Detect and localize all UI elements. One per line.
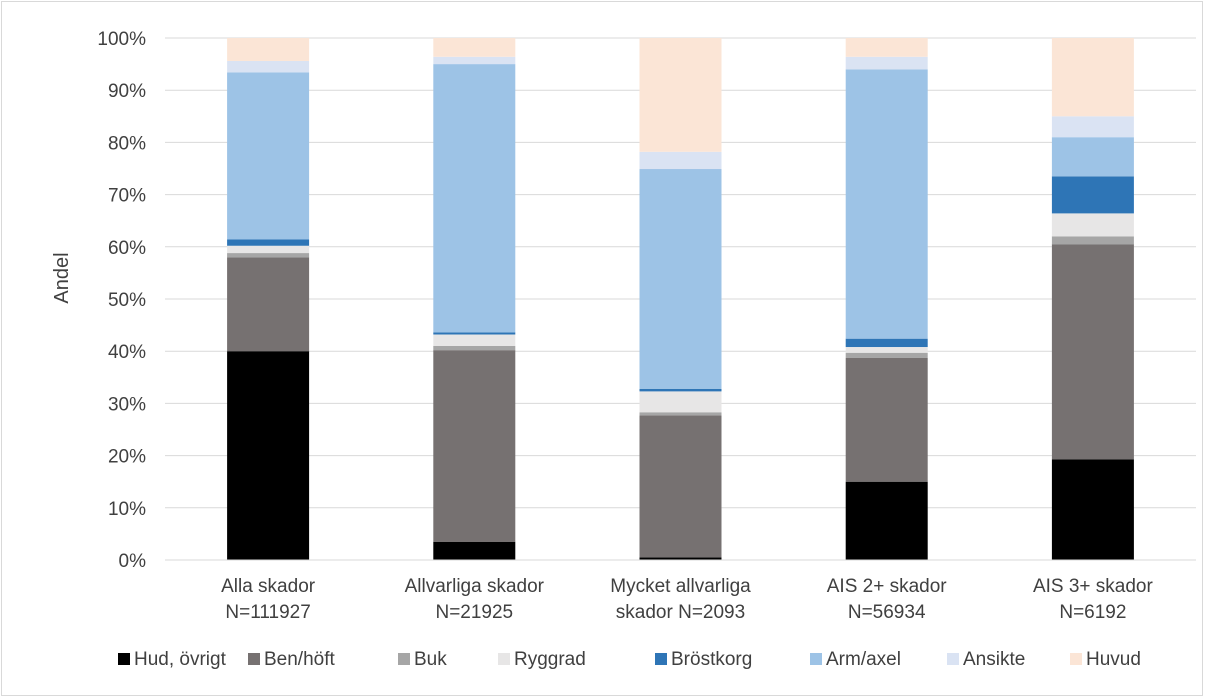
x-axis-categories: Alla skador N=111927 Allvarliga skador N=21… bbox=[221, 576, 1153, 623]
bar-segment bbox=[1051, 116, 1134, 138]
bar-segment bbox=[433, 64, 516, 333]
bar-segment bbox=[433, 334, 516, 346]
bar-segment bbox=[1051, 38, 1134, 117]
y-tick-label: 100% bbox=[97, 29, 146, 50]
y-tick-label: 30% bbox=[108, 394, 146, 415]
legend-label: Ben/höft bbox=[264, 649, 335, 670]
legend-swatch bbox=[1070, 653, 1082, 665]
y-tick-label: 0% bbox=[119, 551, 147, 572]
x-category-label: Allvarliga skador bbox=[405, 576, 545, 597]
x-category-label: AIS 3+ skador bbox=[1033, 576, 1154, 597]
bar-segment bbox=[845, 38, 928, 57]
bar-segment bbox=[1051, 459, 1134, 560]
bar-segment bbox=[227, 257, 310, 352]
y-tick-label: 70% bbox=[108, 186, 146, 207]
bar-segment bbox=[227, 38, 310, 61]
bar-segment bbox=[1051, 137, 1134, 177]
y-axis-ticks: 0% 10% 20% 30% 40% 50% 60% 70% 80% 90% 100% bbox=[97, 29, 146, 572]
bar-segment bbox=[639, 412, 722, 416]
bar-segment bbox=[433, 56, 516, 65]
legend-swatch bbox=[498, 653, 510, 665]
y-axis-label: Andel bbox=[51, 252, 73, 303]
bar-segment bbox=[845, 69, 928, 339]
x-category-label: N=6192 bbox=[1059, 602, 1126, 623]
y-tick-label: 60% bbox=[108, 238, 146, 259]
bar-segment bbox=[433, 350, 516, 542]
bar-segment bbox=[1051, 213, 1134, 237]
bar-segment bbox=[227, 72, 310, 240]
legend-swatch bbox=[947, 653, 959, 665]
bar-segment bbox=[433, 541, 516, 560]
bar-segment bbox=[227, 239, 310, 246]
legend-swatch bbox=[398, 653, 410, 665]
y-tick-label: 50% bbox=[108, 290, 146, 311]
bar-segment bbox=[845, 481, 928, 560]
legend-swatch bbox=[248, 653, 260, 665]
y-tick-label: 90% bbox=[108, 81, 146, 102]
bars bbox=[227, 38, 1134, 560]
legend-label: Buk bbox=[414, 649, 447, 670]
bar-segment bbox=[433, 38, 516, 57]
bar-segment bbox=[639, 38, 722, 152]
bar-segment bbox=[227, 253, 310, 258]
bar-segment bbox=[227, 60, 310, 73]
bar-segment bbox=[845, 338, 928, 348]
legend-label: Ansikte bbox=[963, 649, 1025, 670]
bar-segment bbox=[845, 357, 928, 482]
x-category-label: N=56934 bbox=[848, 602, 926, 623]
legend-label: Arm/axel bbox=[826, 649, 901, 670]
legend-label: Huvud bbox=[1086, 649, 1141, 670]
bar-segment bbox=[845, 347, 928, 353]
x-category-label: AIS 2+ skador bbox=[827, 576, 948, 597]
y-tick-label: 10% bbox=[108, 499, 146, 520]
bar-segment bbox=[639, 415, 722, 558]
bar-segment bbox=[639, 388, 722, 392]
bar-segment bbox=[1051, 244, 1134, 460]
x-category-label: skador N=2093 bbox=[616, 602, 745, 623]
x-category-label: Mycket allvarliga bbox=[610, 576, 751, 597]
x-category-label: N=21925 bbox=[435, 602, 513, 623]
y-tick-label: 20% bbox=[108, 447, 146, 468]
y-tick-label: 40% bbox=[108, 342, 146, 363]
bar-segment bbox=[433, 345, 516, 351]
legend: Hud, övrigt Ben/höft Buk Ryggrad Bröstkorg Ar… bbox=[118, 649, 1141, 670]
x-category-label: Alla skador bbox=[221, 576, 316, 597]
bar-segment bbox=[1051, 176, 1134, 214]
y-tick-label: 80% bbox=[108, 133, 146, 154]
legend-label: Hud, övrigt bbox=[134, 649, 227, 670]
bar-segment bbox=[845, 352, 928, 358]
bar-segment bbox=[639, 169, 722, 389]
legend-swatch bbox=[810, 653, 822, 665]
x-category-label: N=111927 bbox=[225, 602, 310, 623]
bar-segment bbox=[639, 151, 722, 170]
bar-segment bbox=[227, 245, 310, 254]
bar-segment bbox=[433, 332, 516, 335]
legend-label: Ryggrad bbox=[514, 649, 586, 670]
legend-swatch bbox=[118, 653, 130, 665]
bar-segment bbox=[845, 56, 928, 70]
bar-segment bbox=[639, 391, 722, 413]
legend-label: Bröstkorg bbox=[671, 649, 752, 670]
bar-segment bbox=[1051, 236, 1134, 245]
bar-segment bbox=[639, 557, 722, 560]
legend-swatch bbox=[655, 653, 667, 665]
bar-segment bbox=[227, 351, 310, 560]
